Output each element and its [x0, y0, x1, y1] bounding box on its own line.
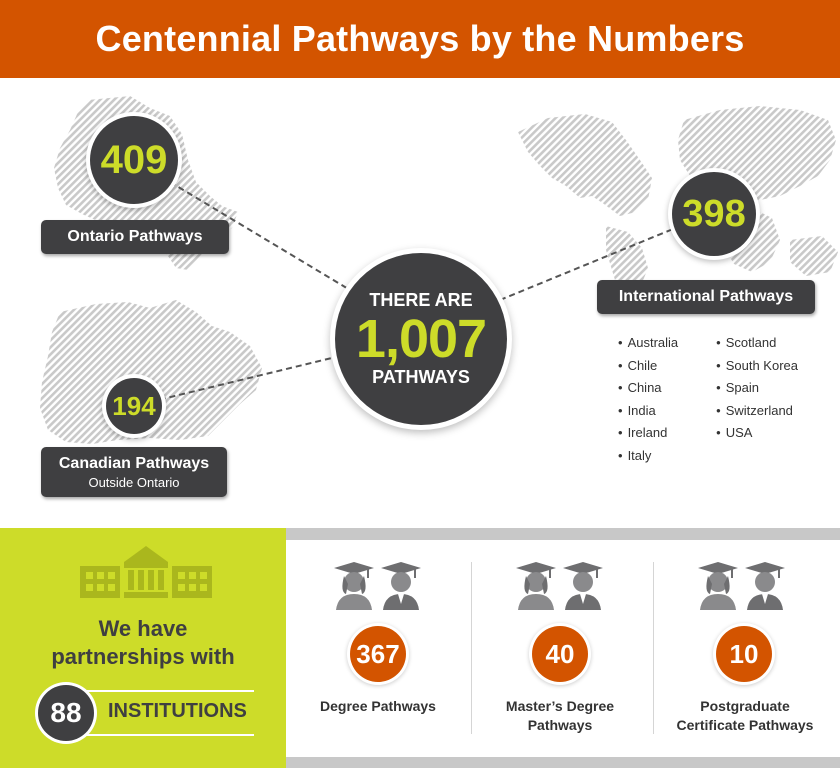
institutions-count: 88: [50, 697, 82, 728]
institutions-count-bubble: 88: [38, 685, 94, 741]
list-item: Ireland: [618, 422, 678, 445]
divider: [58, 734, 254, 736]
list-item: Italy: [618, 445, 678, 468]
ontario-count: 409: [100, 137, 168, 182]
page-title: Centennial Pathways by the Numbers: [0, 0, 840, 78]
total-top-text: THERE ARE: [369, 290, 473, 310]
partnerships-heading: We have partnerships with: [0, 615, 286, 671]
total-count: 1,007: [355, 309, 487, 369]
list-item: Chile: [618, 355, 678, 378]
partnerships-line2: partnerships with: [51, 644, 235, 669]
list-item: Spain: [716, 377, 798, 400]
list-item: Scotland: [716, 332, 798, 355]
list-item: Australia: [618, 332, 679, 355]
degree-label-line1: Degree Pathways: [320, 698, 436, 714]
postgrad-count: 10: [729, 638, 759, 669]
connector-lines: [149, 181, 691, 403]
divider-bar: [286, 757, 840, 768]
postgrad-label-line1: Postgraduate: [700, 698, 790, 714]
total-pathways-circle: THERE ARE 1,007 PATHWAYS: [335, 253, 507, 425]
canadian-label-box: Canadian Pathways Outside Ontario: [41, 447, 227, 497]
ontario-label: Ontario Pathways: [67, 228, 203, 245]
world-map: [518, 106, 838, 300]
postgrad-label: Postgraduate Certificate Pathways: [660, 697, 830, 735]
masters-count: 40: [545, 638, 575, 669]
country-list: Australia Chile China India Ireland Ital…: [618, 332, 798, 468]
ontario-count-bubble: 409: [90, 116, 178, 204]
canadian-label: Canadian Pathways: [58, 454, 210, 472]
institution-building-icon: [80, 546, 212, 598]
canada-map: [40, 300, 262, 444]
country-list-col1: Australia Chile China India Ireland Ital…: [618, 332, 679, 468]
list-item: China: [618, 377, 678, 400]
masters-label: Master’s Degree Pathways: [475, 697, 645, 735]
masters-label-line2: Pathways: [527, 717, 593, 733]
institutions-label: INSTITUTIONS: [108, 700, 247, 722]
stat-divider: [471, 562, 472, 734]
international-label-box: International Pathways: [597, 280, 815, 314]
postgrad-count-bubble: 10: [716, 626, 772, 682]
list-item: Switzerland: [716, 400, 798, 423]
ontario-label-box: Ontario Pathways: [41, 220, 229, 254]
list-item: USA: [716, 422, 798, 445]
list-item: South Korea: [716, 355, 798, 378]
canadian-count-bubble: 194: [106, 378, 162, 434]
masters-count-bubble: 40: [532, 626, 588, 682]
degree-label: Degree Pathways: [293, 697, 463, 716]
degree-count-bubble: 367: [350, 626, 406, 682]
country-list-col2: Scotland South Korea Spain Switzerland U…: [716, 332, 798, 468]
international-count: 398: [682, 192, 746, 235]
divider: [58, 690, 254, 692]
total-bottom-text: PATHWAYS: [372, 367, 470, 387]
partnerships-line1: We have: [98, 616, 188, 641]
stat-divider: [653, 562, 654, 734]
postgrad-label-line2: Certificate Pathways: [676, 717, 814, 733]
international-label: International Pathways: [618, 288, 794, 305]
list-item: India: [618, 400, 678, 423]
canadian-sublabel: Outside Ontario: [88, 474, 180, 490]
divider-bar: [286, 528, 840, 540]
degree-count: 367: [356, 638, 400, 669]
international-count-bubble: 398: [672, 172, 756, 256]
masters-label-line1: Master’s Degree: [505, 698, 615, 714]
canadian-count: 194: [112, 390, 156, 421]
